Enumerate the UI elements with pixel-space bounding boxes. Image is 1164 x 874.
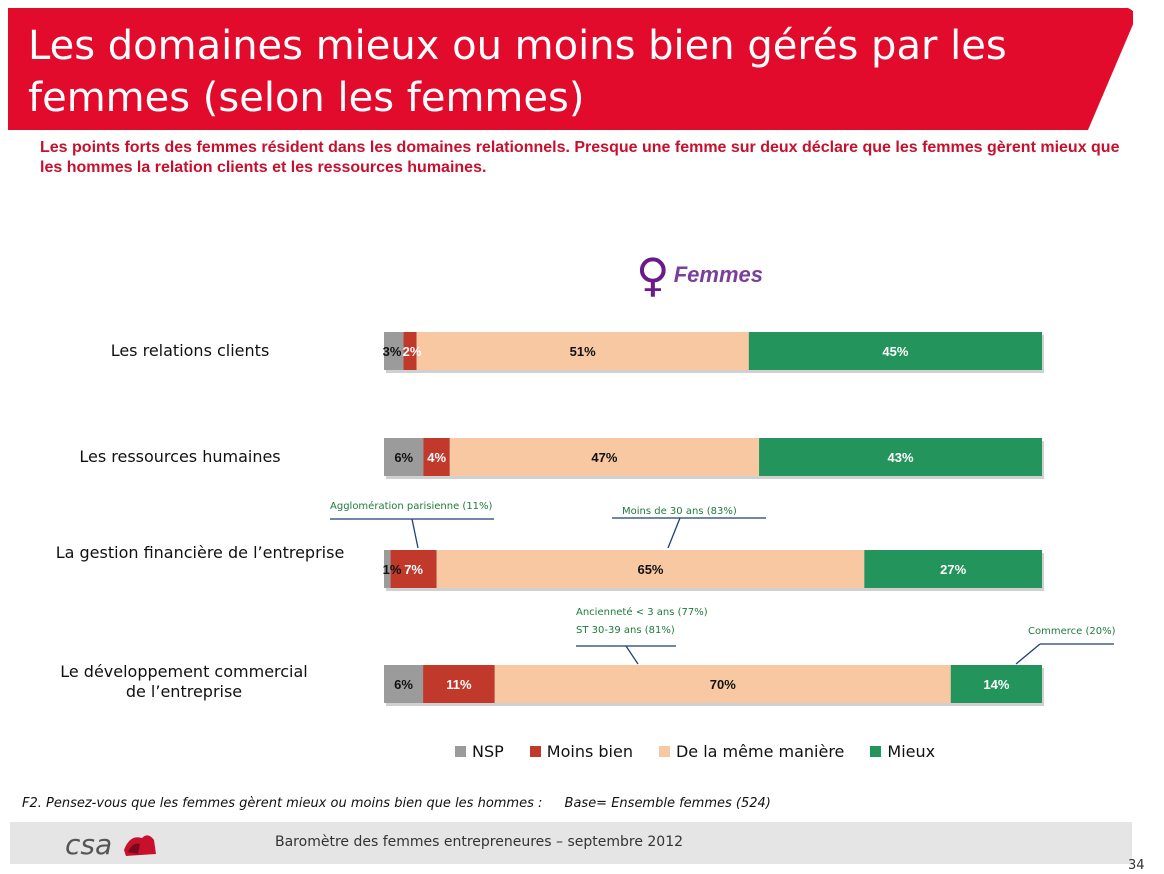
bar-segment [494, 665, 951, 703]
category-label-line: Les ressources humaines [79, 447, 281, 466]
csa-logo-mark-icon [124, 835, 156, 856]
bar-segment [384, 550, 391, 588]
annotation-label: Agglomération parisienne (11%) [330, 500, 493, 512]
data-label: 27% [940, 562, 966, 577]
data-label: 11% [446, 677, 472, 692]
bar-segment [384, 438, 424, 476]
category-label-line: de l’entreprise [125, 682, 243, 701]
data-label: 43% [888, 450, 914, 465]
bar-segment [864, 550, 1042, 588]
legend-label: Mieux [887, 742, 936, 761]
data-label: 45% [882, 344, 908, 359]
legend-item: NSP [455, 742, 504, 761]
title-banner: Les domaines mieux ou moins bien gérés p… [8, 8, 1133, 130]
legend-swatch [455, 746, 466, 757]
data-label: 6% [394, 677, 413, 692]
data-label: 7% [404, 562, 423, 577]
legend-item: De la même manière [658, 742, 845, 761]
legend-label: Moins bien [546, 742, 633, 761]
chart-legend: NSP Moins bien De la même manière Mieux [455, 742, 935, 761]
chart-title: Femmes [673, 262, 763, 287]
bar-segment [423, 665, 495, 703]
data-label: 51% [570, 344, 596, 359]
footer-text: Baromètre des femmes entrepreneures – se… [275, 834, 684, 850]
bar-segment [748, 332, 1042, 370]
data-label: 47% [591, 450, 617, 465]
page-title-line-2: femmes (selon les femmes) [28, 75, 585, 121]
legend-label: De la même manière [675, 742, 845, 761]
bar-segment [950, 665, 1042, 703]
annotation-label: ST 30-39 ans (81%) [576, 625, 675, 636]
venus-icon: ♀ [636, 248, 670, 302]
annotation-label: Commerce (20%) [1028, 626, 1116, 637]
csa-logo: csa [65, 828, 113, 861]
title-banner-shape [8, 8, 1133, 130]
annotation-pointer [625, 645, 639, 665]
category-label-line: Les relations clients [110, 341, 270, 360]
stacked-bar-chart: 3% 2% 51% 45% 6% 4% 47% 43% 1% 7% 65% 27% 6% 11% 70% 14… [330, 332, 1116, 706]
chart-panel-title: ♀ Femmes [636, 250, 763, 300]
category-label: La gestion financière de l’entreprise [40, 543, 360, 563]
data-label: 4% [427, 450, 446, 465]
page-number: 34 [1128, 858, 1145, 873]
bar-segment [449, 438, 760, 476]
category-label: Le développement commercial de l’entrepri… [24, 662, 344, 702]
bar-segment [759, 438, 1042, 476]
data-label: 3% [383, 344, 402, 359]
page-title: Les domaines mieux ou moins bien gérés p… [28, 20, 1088, 124]
legend-item: Mieux [870, 742, 935, 761]
bar-segment [390, 550, 437, 588]
legend-swatch [658, 746, 670, 757]
data-label: 2% [403, 344, 422, 359]
bar-segment [384, 332, 404, 370]
data-label: 65% [637, 562, 663, 577]
bar-segment [436, 550, 865, 588]
annotation-label: Moins de 30 ans (83%) [622, 506, 737, 517]
legend-item: Moins bien [529, 742, 633, 761]
question-footnote: F2. Pensez-vous que les femmes gèrent mi… [22, 796, 789, 811]
footer-bar: csa Baromètre des femmes entrepreneures … [10, 822, 1132, 864]
question-text: F2. Pensez-vous que les femmes gèrent mi… [22, 796, 543, 811]
bar-segment [423, 438, 450, 476]
data-label: 14% [983, 677, 1009, 692]
data-label: 6% [394, 450, 413, 465]
category-label-line: Le développement commercial [60, 662, 308, 681]
data-label: 1% [383, 562, 402, 577]
bar-segment [416, 332, 749, 370]
category-label: Les ressources humaines [20, 447, 340, 467]
legend-swatch [529, 746, 541, 757]
base-text: Base= Ensemble femmes (524) [564, 796, 771, 811]
page-title-line-1: Les domaines mieux ou moins bien gérés p… [28, 23, 1007, 69]
data-label: 70% [710, 677, 736, 692]
annotation-pointer [667, 517, 681, 549]
bar-segment [384, 665, 424, 703]
legend-swatch [870, 746, 882, 757]
annotation-label: Ancienneté < 3 ans (77%) [576, 606, 708, 618]
legend-label: NSP [472, 742, 504, 761]
page-subtitle: Les points forts des femmes résident dan… [40, 139, 1120, 176]
annotation-pointer [1015, 643, 1041, 665]
category-label: Les relations clients [30, 341, 350, 361]
category-label-line: La gestion financière de l’entreprise [55, 543, 345, 562]
bar-segment [403, 332, 417, 370]
annotation-pointer [411, 518, 419, 549]
